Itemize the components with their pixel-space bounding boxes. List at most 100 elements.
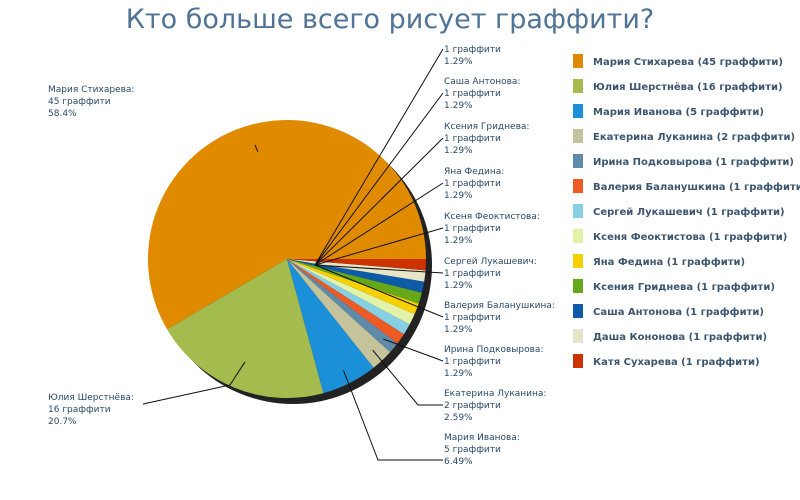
svg-text:Катя Сухарева (1 граффити): Катя Сухарева (1 граффити) bbox=[593, 356, 760, 368]
svg-text:Мария Стихарева:: Мария Стихарева: bbox=[48, 85, 134, 95]
svg-text:20.7%: 20.7% bbox=[48, 417, 77, 427]
pie-slice[interactable] bbox=[287, 259, 426, 282]
svg-text:Ирина Подковырова:: Ирина Подковырова: bbox=[444, 345, 543, 355]
pie-slice[interactable] bbox=[287, 259, 404, 344]
leader-line bbox=[314, 264, 444, 318]
legend-item[interactable]: Валерия Баланушкина (1 граффити) bbox=[573, 179, 800, 193]
svg-text:Ксеня Феоктистова:: Ксеня Феоктистова: bbox=[444, 212, 540, 222]
svg-text:16 граффити: 16 граффити bbox=[48, 405, 111, 415]
leader-line bbox=[314, 264, 444, 274]
slice-label: Мария Иванова: 5 граффити 6.49% bbox=[444, 433, 520, 467]
svg-text:Саша Антонова (1 граффити): Саша Антонова (1 граффити) bbox=[593, 306, 764, 318]
svg-text:Юлия Шерстнёва:: Юлия Шерстнёва: bbox=[48, 393, 134, 403]
slice-label: Мария Стихарева: 45 граффити 58.4% bbox=[48, 85, 134, 119]
svg-text:1.29%: 1.29% bbox=[444, 281, 473, 291]
svg-text:5 граффити: 5 граффити bbox=[444, 445, 501, 455]
pie-slice[interactable] bbox=[287, 259, 426, 271]
svg-text:Екатерина Луканина (2 граффити: Екатерина Луканина (2 граффити) bbox=[593, 131, 795, 143]
svg-text:Валерия Баланушкина:: Валерия Баланушкина: bbox=[444, 301, 555, 311]
pie-slice[interactable] bbox=[287, 259, 419, 315]
legend-item[interactable]: Катя Сухарева (1 граффити) bbox=[573, 354, 760, 368]
pie-slice[interactable] bbox=[287, 259, 398, 353]
slice-label: Ксения Гриднева: 1 граффити 1.29% bbox=[444, 122, 529, 156]
leader-line bbox=[314, 48, 444, 266]
legend-swatch bbox=[573, 179, 583, 193]
legend-swatch bbox=[573, 304, 583, 318]
svg-text:1 граффити: 1 граффити bbox=[444, 179, 501, 189]
legend-swatch bbox=[573, 279, 583, 293]
svg-text:1.29%: 1.29% bbox=[444, 369, 473, 379]
svg-text:Юлия Шерстнёва (16 граффити): Юлия Шерстнёва (16 граффити) bbox=[593, 81, 783, 93]
slice-label: Ксеня Феоктистова: 1 граффити 1.29% bbox=[444, 212, 540, 246]
legend-item[interactable]: Мария Стихарева (45 граффити) bbox=[573, 54, 783, 68]
legend-swatch bbox=[573, 354, 583, 368]
legend-item[interactable]: Яна Федина (1 граффити) bbox=[573, 254, 745, 268]
slice-label: Екатерина Луканина: 2 граффити 2.59% bbox=[444, 389, 546, 423]
svg-text:Саша Антонова:: Саша Антонова: bbox=[444, 77, 520, 87]
leader-line bbox=[254, 144, 259, 152]
pie-slice[interactable] bbox=[287, 259, 391, 368]
svg-text:Ксеня Феоктистова (1 граффити): Ксеня Феоктистова (1 граффити) bbox=[593, 231, 787, 243]
leader-line bbox=[314, 227, 444, 266]
pie-slice[interactable] bbox=[287, 259, 410, 335]
svg-text:2 граффити: 2 граффити bbox=[444, 401, 501, 411]
svg-text:1 граффити: 1 граффити bbox=[444, 45, 501, 55]
pie-slice[interactable] bbox=[287, 259, 374, 394]
slice-label: Яна Федина: 1 граффити 1.29% bbox=[444, 167, 504, 201]
svg-text:1 граффити: 1 граффити bbox=[444, 313, 501, 323]
svg-text:Мария Иванова (5 граффити): Мария Иванова (5 граффити) bbox=[593, 106, 764, 118]
legend-swatch bbox=[573, 254, 583, 268]
svg-text:1 граффити: 1 граффити bbox=[444, 269, 501, 279]
svg-text:1 граффити: 1 граффити bbox=[444, 89, 501, 99]
slice-label: 1 граффити 1.29% bbox=[444, 45, 501, 67]
svg-text:Сергей Лукашевич (1 граффити): Сергей Лукашевич (1 граффити) bbox=[593, 206, 785, 218]
leader-line bbox=[314, 137, 444, 266]
legend-swatch bbox=[573, 204, 583, 218]
legend-swatch bbox=[573, 104, 583, 118]
chart-title: Кто больше всего рисует граффити? bbox=[125, 4, 655, 35]
pie-slice[interactable] bbox=[167, 259, 324, 398]
svg-text:1.29%: 1.29% bbox=[444, 325, 473, 335]
legend-swatch bbox=[573, 54, 583, 68]
pie-slice[interactable] bbox=[147, 120, 426, 330]
svg-text:1.29%: 1.29% bbox=[444, 146, 473, 156]
svg-text:Екатерина Луканина:: Екатерина Луканина: bbox=[444, 389, 546, 399]
slice-label: Сергей Лукашевич: 1 граффити 1.29% bbox=[444, 257, 537, 291]
slice-label: Саша Антонова: 1 граффити 1.29% bbox=[444, 77, 520, 111]
svg-text:Ксения Гриднева:: Ксения Гриднева: bbox=[444, 122, 529, 132]
leader-line bbox=[372, 349, 443, 406]
leader-line bbox=[343, 370, 443, 461]
leader-line bbox=[314, 182, 444, 266]
legend-swatch bbox=[573, 129, 583, 143]
leader-line bbox=[314, 92, 444, 266]
legend-item[interactable]: Ксеня Феоктистова (1 граффити) bbox=[573, 229, 787, 243]
legend-item[interactable]: Ксения Гриднева (1 граффити) bbox=[573, 279, 775, 293]
svg-text:1 граффити: 1 граффити bbox=[444, 134, 501, 144]
svg-text:1 граффити: 1 граффити bbox=[444, 224, 501, 234]
leader-line bbox=[383, 338, 444, 362]
svg-text:1.29%: 1.29% bbox=[444, 101, 473, 111]
slice-label: Ирина Подковырова: 1 граффити 1.29% bbox=[444, 345, 543, 379]
svg-text:Яна Федина:: Яна Федина: bbox=[444, 167, 504, 177]
slice-label: Валерия Баланушкина: 1 граффити 1.29% bbox=[444, 301, 555, 335]
legend-swatch bbox=[573, 329, 583, 343]
legend-item[interactable]: Мария Иванова (5 граффити) bbox=[573, 104, 764, 118]
legend-item[interactable]: Екатерина Луканина (2 граффити) bbox=[573, 129, 795, 143]
svg-text:Даша Кононова (1 граффити): Даша Кононова (1 граффити) bbox=[593, 331, 767, 343]
svg-text:1.29%: 1.29% bbox=[444, 57, 473, 67]
legend-item[interactable]: Саша Антонова (1 граффити) bbox=[573, 304, 764, 318]
pie-slice[interactable] bbox=[287, 259, 415, 325]
svg-text:Ксения Гриднева (1 граффити): Ксения Гриднева (1 граффити) bbox=[593, 281, 775, 293]
legend-swatch bbox=[573, 229, 583, 243]
legend-item[interactable]: Сергей Лукашевич (1 граффити) bbox=[573, 204, 785, 218]
svg-text:1.29%: 1.29% bbox=[444, 191, 473, 201]
slice-label: Юлия Шерстнёва: 16 граффити 20.7% bbox=[48, 393, 134, 427]
legend-item[interactable]: Ирина Подковырова (1 граффити) bbox=[573, 154, 794, 168]
legend-item[interactable]: Юлия Шерстнёва (16 граффити) bbox=[573, 79, 783, 93]
svg-text:Валерия Баланушкина (1 граффит: Валерия Баланушкина (1 граффити) bbox=[593, 181, 800, 193]
svg-text:Мария Иванова:: Мария Иванова: bbox=[444, 433, 520, 443]
svg-text:Сергей Лукашевич:: Сергей Лукашевич: bbox=[444, 257, 537, 267]
legend-item[interactable]: Даша Кононова (1 граффити) bbox=[573, 329, 767, 343]
svg-text:45 граффити: 45 граффити bbox=[48, 97, 111, 107]
